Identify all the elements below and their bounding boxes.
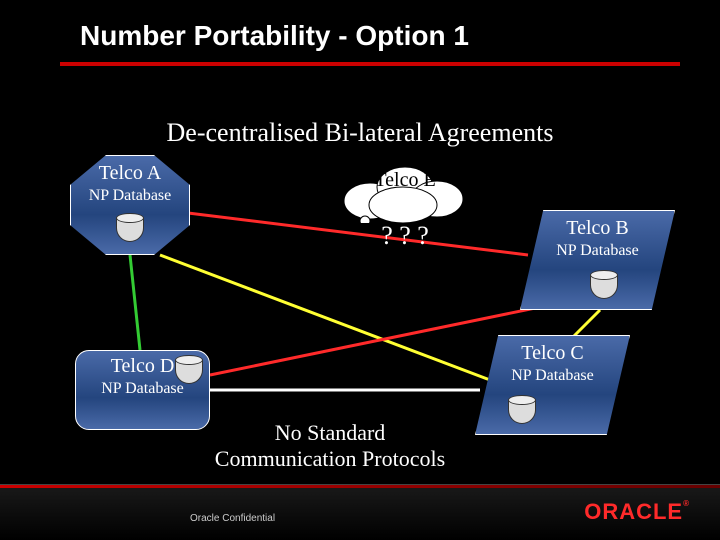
telco-c-label: Telco C [521, 342, 583, 365]
oracle-logo: ORACLE® [584, 499, 690, 525]
telco-d-sub: NP Database [101, 380, 184, 398]
telco-b-label: Telco B [566, 217, 628, 240]
telco-d-label: Telco D [111, 355, 175, 378]
database-icon [590, 270, 618, 300]
caption-text: No StandardCommunication Protocols [200, 420, 460, 473]
edge [130, 255, 140, 350]
telco-e-question: ? ? ? [335, 221, 475, 251]
slide-subtitle: De-centralised Bi-lateral Agreements [0, 118, 720, 148]
telco-e-label: Telco E [335, 169, 475, 192]
slide-title: Number Portability - Option 1 [80, 20, 680, 52]
footer-bar: Oracle Confidential ORACLE® [0, 484, 720, 540]
database-icon [508, 395, 536, 425]
database-icon [175, 355, 203, 385]
footer-confidential: Oracle Confidential [190, 513, 275, 524]
diagram-area: Telco A NP Database Telco E ? ? ? Telco … [60, 155, 660, 425]
node-telco-e: Telco E ? ? ? [335, 163, 475, 223]
title-underline [60, 62, 680, 66]
database-icon [116, 213, 144, 243]
telco-a-sub: NP Database [89, 187, 172, 205]
node-telco-c: Telco C NP Database [475, 335, 630, 435]
telco-a-label: Telco A [99, 162, 161, 185]
telco-c-sub: NP Database [511, 367, 594, 385]
telco-b-sub: NP Database [556, 242, 639, 260]
